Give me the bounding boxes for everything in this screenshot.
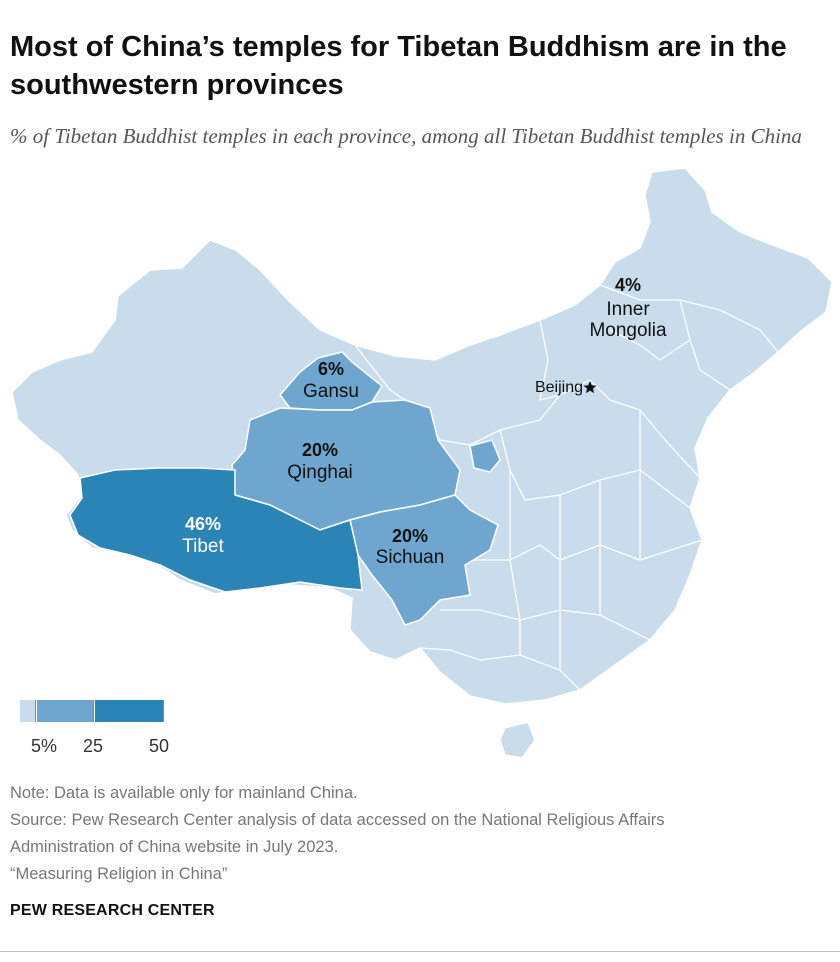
label-name-tibet: Tibet — [182, 536, 224, 557]
legend-swatch-low — [20, 700, 36, 722]
legend-swatch-high — [95, 700, 164, 722]
notes: Note: Data is available only for mainlan… — [10, 780, 830, 888]
region-hainan — [499, 721, 536, 759]
legend-swatch-mid — [37, 700, 94, 722]
source-text-line2: Administration of China website in July … — [10, 838, 339, 856]
label-name-inner-mongolia-line2: Mongolia — [589, 320, 667, 341]
star-icon — [583, 381, 597, 394]
label-pct-gansu: 6% — [318, 359, 344, 379]
label-capital-beijing: Beijing — [535, 379, 583, 396]
legend-tick-25: 25 — [83, 736, 104, 756]
note-text: Note: Data is available only for mainlan… — [10, 784, 358, 802]
region-sichuan — [349, 494, 499, 626]
label-pct-sichuan: 20% — [392, 526, 428, 546]
region-tibet — [69, 467, 363, 593]
province-borders — [354, 284, 779, 691]
bottom-rule — [0, 951, 840, 952]
label-name-inner-mongolia-line1: Inner — [606, 299, 650, 320]
label-pct-tibet: 46% — [185, 514, 221, 534]
label-pct-inner-mongolia: 4% — [615, 275, 641, 295]
label-pct-qinghai: 20% — [302, 440, 338, 460]
report-title: “Measuring Religion in China” — [10, 865, 228, 883]
legend-tick-5: 5% — [31, 736, 58, 756]
brand-logo-text: PEW RESEARCH CENTER — [10, 902, 215, 919]
legend-tick-50: 50 — [149, 736, 170, 756]
label-name-gansu: Gansu — [303, 381, 359, 402]
source-text-line1: Source: Pew Research Center analysis of … — [10, 811, 665, 829]
chart-subtitle: % of Tibetan Buddhist temples in each pr… — [10, 124, 802, 148]
china-map: 4% Inner Mongolia 6% Gansu 20% Qinghai 2… — [11, 167, 833, 759]
chart-title: Most of China’s temples for Tibetan Budd… — [10, 31, 787, 101]
region-small-patch — [469, 439, 501, 473]
label-name-qinghai: Qinghai — [287, 462, 353, 483]
label-name-sichuan: Sichuan — [376, 547, 445, 568]
